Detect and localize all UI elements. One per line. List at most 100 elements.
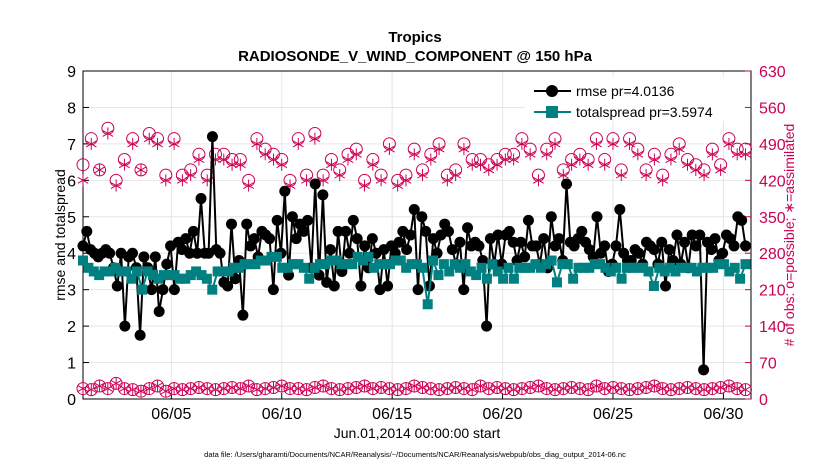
totalspread-point [465, 266, 476, 277]
totalspread-point [735, 273, 746, 284]
obs-assimilated-point [383, 143, 395, 156]
rmse-point [168, 284, 180, 296]
totalspread-point [433, 270, 444, 281]
rmse-point [679, 236, 691, 248]
obs-assimilated-point [425, 153, 437, 166]
totalspread-point [88, 266, 99, 277]
rmse-point [332, 225, 344, 237]
totalspread-point [562, 259, 573, 270]
obs-assimilated-point [350, 148, 362, 161]
series-marks [77, 131, 751, 376]
rmse-point [344, 247, 356, 259]
totalspread-point [304, 273, 315, 284]
totalspread-point [395, 255, 406, 266]
rmse-point [515, 236, 527, 248]
obs-assimilated-point [499, 153, 511, 166]
obs-assimilated-point [325, 158, 337, 171]
totalspread-point [239, 259, 250, 270]
obs-assimilated-point [359, 179, 370, 192]
totalspread-point [460, 259, 471, 270]
rmse-point [290, 233, 302, 245]
obs-assimilated-point [458, 143, 470, 156]
totalspread-point [223, 266, 234, 277]
totalspread-point [729, 262, 740, 273]
totalspread-point [686, 262, 697, 273]
obs-assimilated-point [375, 174, 387, 187]
rmse-point [347, 214, 359, 226]
totalspread-point [718, 259, 729, 270]
obs-assimilated-point [433, 143, 445, 156]
obs-assimilated-point [309, 381, 321, 394]
chart-title: Tropics [388, 29, 441, 46]
obs-assimilated-point [118, 158, 130, 171]
obs-assimilated-point [508, 153, 520, 166]
right-tick-label: 0 [759, 392, 768, 409]
totalspread-point [406, 259, 417, 270]
totalspread-point [121, 266, 132, 277]
rmse-point [187, 225, 199, 237]
obs-assimilated-point [185, 169, 197, 182]
legend-box [525, 77, 744, 121]
obs-assimilated-point [135, 163, 147, 176]
rmse-point [412, 284, 424, 296]
totalspread-point [573, 262, 584, 273]
totalspread-point [697, 262, 708, 273]
obs-assimilated-point [533, 174, 544, 187]
totalspread-point [498, 273, 509, 284]
totalspread-point [212, 266, 223, 277]
totalspread-point [180, 273, 191, 284]
obs-marks [76, 121, 752, 398]
obs-assimilated-point [624, 137, 635, 150]
totalspread-point [557, 259, 568, 270]
obs-assimilated-point [400, 174, 412, 187]
totalspread-point [255, 255, 266, 266]
totalspread-point [724, 266, 735, 277]
rmse-point [134, 329, 146, 341]
rmse-point [359, 240, 371, 252]
obs-assimilated-point [715, 163, 727, 176]
obs-assimilated-point [276, 379, 288, 392]
rmse-point [576, 225, 588, 237]
totalspread-point [282, 262, 293, 273]
obs-assimilated-point [417, 169, 428, 182]
totalspread-point [541, 259, 552, 270]
obs-assimilated-point [408, 379, 420, 392]
rmse-point [393, 236, 405, 248]
totalspread-point [271, 251, 282, 262]
totalspread-point [142, 266, 153, 277]
totalspread-point [449, 259, 460, 270]
totalspread-point [137, 284, 148, 295]
rmse-point [686, 229, 698, 241]
rmse-point [237, 309, 249, 321]
ticks: 0 1 2 3 4 5 6 7 8 9 0 70 140 210 280 350 420 490 560 630 06/… [67, 64, 786, 423]
obs-assimilated-point [533, 379, 544, 392]
totalspread-point [627, 262, 638, 273]
left-tick-label: 9 [67, 64, 76, 81]
totalspread-point [535, 262, 546, 273]
totalspread-point [234, 262, 245, 273]
rmse-point [149, 251, 161, 263]
totalspread-point [444, 266, 455, 277]
rmse-point [340, 225, 352, 237]
totalspread-point [169, 270, 180, 281]
rmse-point [138, 251, 150, 263]
totalspread-point [411, 259, 422, 270]
totalspread-point [492, 266, 503, 277]
footer-datafile: data file: /Users/gharamti/Documents/NCA… [204, 450, 626, 459]
right-tick-label: 630 [759, 64, 786, 81]
totalspread-point [616, 273, 627, 284]
obs-assimilated-point [276, 158, 288, 171]
obs-assimilated-point [599, 158, 611, 171]
totalspread-point [250, 259, 261, 270]
right-tick-label: 70 [759, 356, 777, 373]
obs-assimilated-point [234, 158, 246, 171]
totalspread-point [352, 251, 363, 262]
totalspread-point [374, 259, 385, 270]
rmse-point [302, 214, 314, 226]
y-axis-label-left: rmse and totalspread [52, 169, 68, 301]
obs-assimilated-point [541, 148, 553, 161]
rmse-point [610, 240, 622, 252]
totalspread-point [201, 273, 212, 284]
rmse-point [153, 306, 165, 318]
totalspread-point [503, 262, 514, 273]
